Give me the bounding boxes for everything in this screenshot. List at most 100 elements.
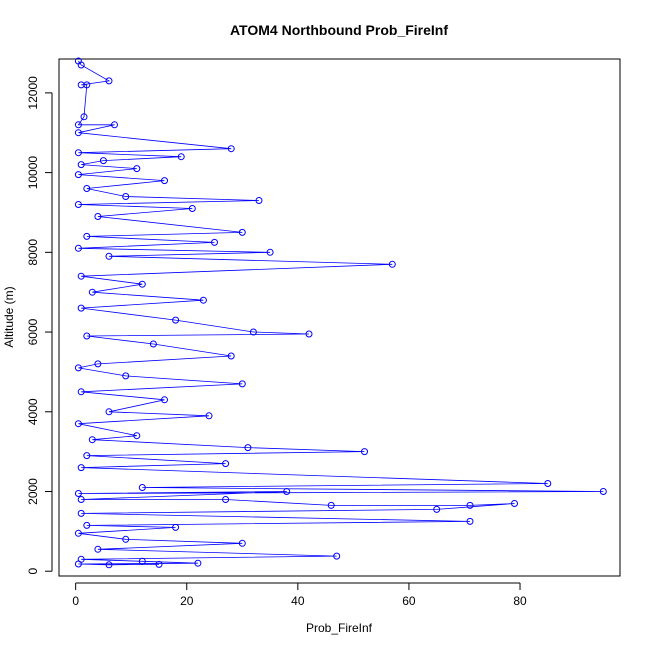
data-point xyxy=(188,205,196,212)
y-tick-label: 4000 xyxy=(26,398,40,425)
plot-frame xyxy=(58,58,621,577)
data-point xyxy=(172,523,180,531)
data-point xyxy=(511,500,518,507)
data-point xyxy=(74,560,82,568)
data-point xyxy=(388,260,396,268)
data-point xyxy=(77,161,85,169)
data-point xyxy=(238,380,246,388)
data-point xyxy=(177,153,185,161)
data-point xyxy=(74,201,82,208)
y-tick-label: 6000 xyxy=(26,318,40,345)
data-point xyxy=(77,304,85,312)
data-point xyxy=(74,121,82,129)
data-point xyxy=(74,149,82,157)
x-tick-label: 60 xyxy=(402,594,416,608)
data-point xyxy=(466,517,474,525)
data-point xyxy=(88,288,96,296)
data-point xyxy=(94,545,102,553)
data-point xyxy=(99,157,107,165)
data-point xyxy=(122,535,130,543)
data-point xyxy=(138,557,146,565)
chart-title: ATOM4 Northbound Prob_FireInf xyxy=(230,22,448,38)
data-point xyxy=(194,559,202,567)
y-tick-label: 10000 xyxy=(26,156,40,190)
data-point xyxy=(94,360,102,368)
data-point xyxy=(544,480,552,487)
data-point xyxy=(149,340,157,348)
x-tick-label: 40 xyxy=(291,594,305,608)
y-tick-label: 8000 xyxy=(26,239,40,266)
data-point xyxy=(83,185,91,192)
data-point xyxy=(77,272,85,280)
data-point xyxy=(155,560,163,568)
data-point xyxy=(105,561,113,569)
data-point xyxy=(433,505,441,513)
data-point xyxy=(161,396,168,404)
y-axis: 0 2000 4000 6000 8000 10000 12000 xyxy=(26,76,53,575)
data-point xyxy=(327,501,335,509)
data-point xyxy=(74,244,82,252)
y-tick-label: 0 xyxy=(26,568,40,575)
data-point xyxy=(238,228,246,236)
data-point xyxy=(172,316,180,324)
data-point xyxy=(133,165,141,173)
data-point xyxy=(83,521,91,529)
data-point xyxy=(74,490,82,497)
data-point xyxy=(361,448,368,456)
data-point xyxy=(77,509,85,517)
x-tick-label: 0 xyxy=(72,594,79,608)
data-point xyxy=(74,364,82,372)
series-layer xyxy=(74,57,607,569)
data-point xyxy=(80,113,88,121)
data-point xyxy=(111,121,118,129)
data-point xyxy=(266,248,274,256)
y-tick-label: 12000 xyxy=(26,76,40,110)
data-point xyxy=(105,408,113,416)
data-point xyxy=(255,197,263,204)
data-point xyxy=(74,420,82,428)
data-point xyxy=(122,193,130,200)
data-point xyxy=(199,296,207,304)
data-point xyxy=(222,460,230,468)
data-point xyxy=(83,81,91,89)
data-point xyxy=(249,328,257,336)
y-tick-label: 2000 xyxy=(26,478,40,505)
data-point xyxy=(83,232,91,240)
series-line xyxy=(77,60,604,566)
x-tick-label: 80 xyxy=(513,594,527,608)
data-point xyxy=(222,496,230,503)
data-point xyxy=(74,171,82,179)
data-point xyxy=(138,484,146,491)
data-point xyxy=(77,388,85,396)
data-point xyxy=(138,280,146,288)
data-point xyxy=(244,444,252,452)
data-point xyxy=(211,238,218,246)
data-point xyxy=(105,252,113,260)
data-point xyxy=(77,61,85,69)
data-point xyxy=(74,129,82,137)
data-point xyxy=(238,539,246,547)
data-point xyxy=(227,145,235,153)
data-point xyxy=(333,552,341,560)
data-point xyxy=(83,332,91,340)
data-point xyxy=(122,372,130,380)
data-point xyxy=(283,488,291,495)
data-point xyxy=(94,213,102,220)
data-point xyxy=(83,452,91,460)
data-point xyxy=(74,529,82,537)
x-axis: 0 20 40 60 80 xyxy=(72,582,527,608)
data-point xyxy=(205,412,213,420)
y-axis-label: Altitude (m) xyxy=(2,286,16,347)
x-tick-label: 20 xyxy=(180,594,194,608)
data-point xyxy=(77,496,85,503)
data-point xyxy=(88,436,96,444)
data-point xyxy=(105,77,113,85)
data-point xyxy=(161,177,168,185)
data-point xyxy=(227,352,235,360)
data-point xyxy=(466,501,474,509)
data-point xyxy=(133,432,141,440)
data-point xyxy=(305,330,313,338)
data-point xyxy=(599,488,607,495)
data-point xyxy=(77,464,85,472)
